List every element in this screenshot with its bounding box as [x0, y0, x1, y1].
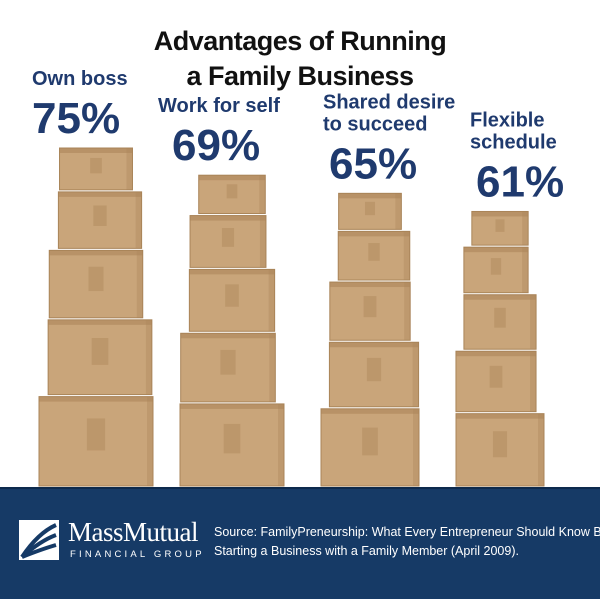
category-label-2-line-1: Work for self	[158, 95, 280, 117]
chart-title: Advantages of Running a Family Business	[154, 26, 447, 91]
box-stack-2	[179, 174, 285, 487]
brand-name: MassMutual	[68, 517, 199, 547]
source-line-2: Starting a Business with a Family Member…	[214, 544, 519, 558]
title-line-2: a Family Business	[186, 61, 413, 91]
value-label-3: 65%	[329, 139, 417, 188]
box	[48, 249, 144, 319]
massmutual-logo-icon	[19, 520, 59, 560]
box	[38, 396, 154, 487]
box	[47, 319, 153, 396]
brand-subtitle: FINANCIAL GROUP	[70, 549, 205, 560]
box	[328, 341, 420, 408]
title-line-1: Advantages of Running	[154, 26, 447, 56]
box	[57, 191, 143, 249]
box	[455, 350, 537, 413]
category-label-3-line-2: to succeed	[323, 113, 427, 135]
source-note: Source: FamilyPreneurship: What Every En…	[214, 523, 600, 561]
category-label-4-line-2: schedule	[470, 131, 557, 153]
box	[471, 210, 529, 246]
box	[337, 230, 411, 281]
box-stack-3	[320, 192, 420, 487]
category-label-1-line-1: Own boss	[32, 68, 128, 90]
box	[180, 332, 276, 403]
box-stacks	[38, 147, 545, 487]
box	[189, 215, 267, 268]
value-label-2: 69%	[172, 121, 260, 170]
box	[188, 268, 276, 332]
box	[329, 281, 411, 341]
box	[338, 192, 402, 230]
source-line-1: Source: FamilyPreneurship: What Every En…	[214, 525, 600, 539]
box	[463, 294, 537, 350]
box	[320, 408, 420, 487]
category-labels: Own boss 75% Work for self 69% Shared desire…	[32, 68, 564, 206]
value-label-4: 61%	[476, 157, 564, 206]
footer: MassMutual FINANCIAL GROUP Source: Famil…	[0, 487, 600, 599]
box	[198, 174, 266, 215]
value-label-1: 75%	[32, 94, 120, 143]
box-stack-1	[38, 147, 154, 487]
box	[59, 147, 133, 191]
category-label-3-line-1: Shared desire	[323, 91, 455, 113]
box	[463, 246, 529, 294]
box	[455, 413, 545, 487]
box-stack-4	[455, 210, 545, 487]
category-label-4-line-1: Flexible	[470, 109, 544, 131]
chart: Advantages of Running a Family Business O…	[32, 26, 564, 487]
box	[179, 403, 285, 487]
